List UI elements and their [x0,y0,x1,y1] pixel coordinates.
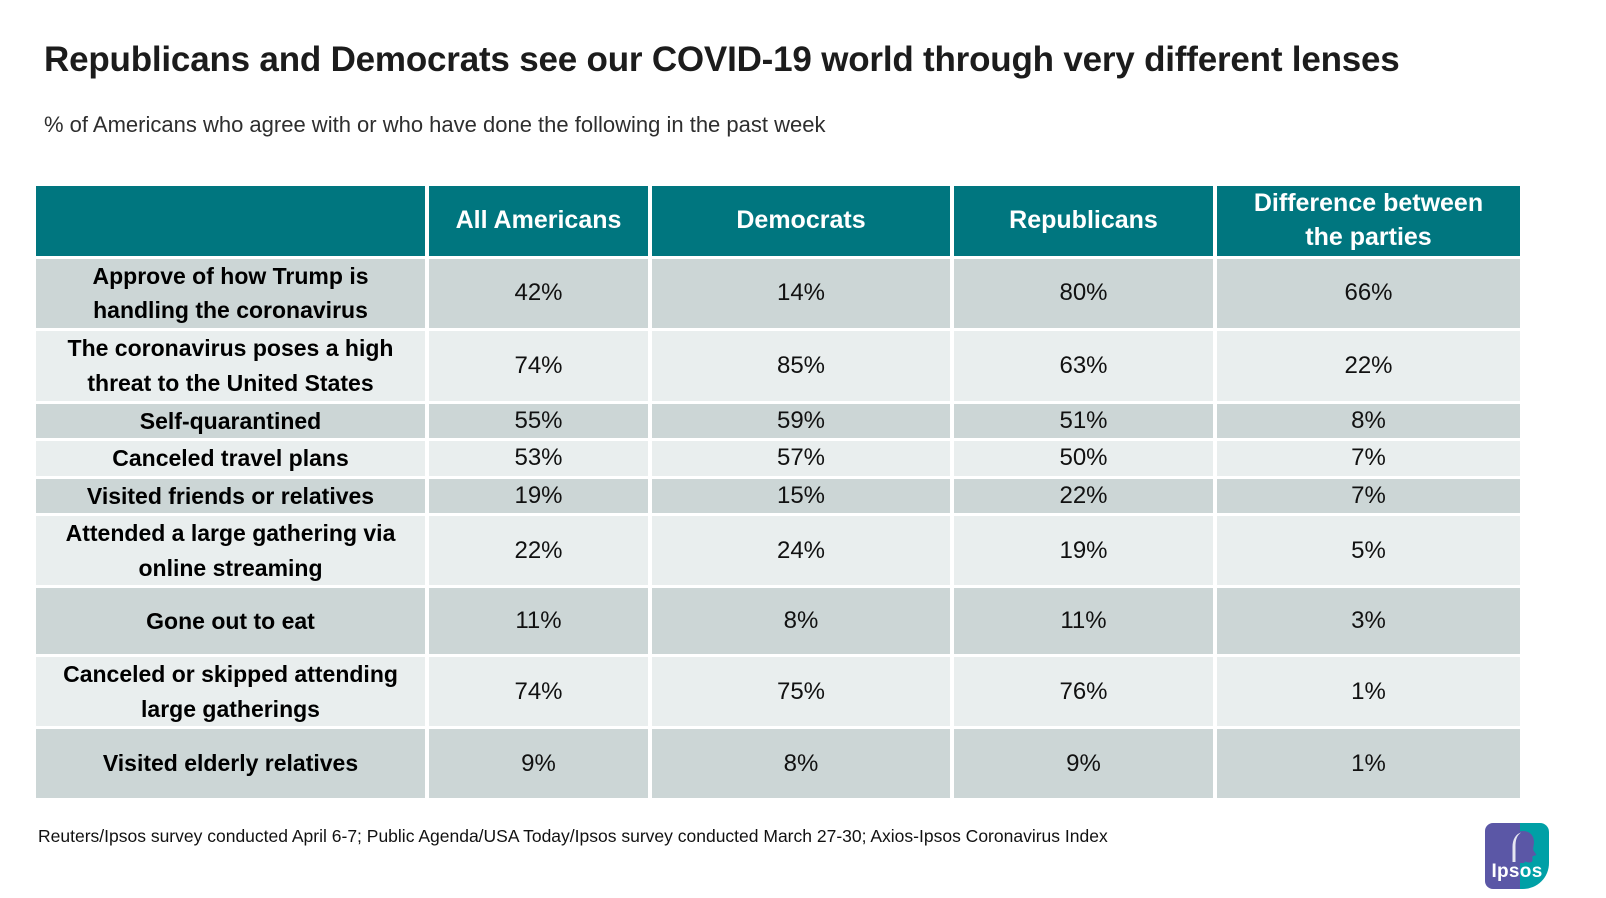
cell-value: 51% [952,402,1217,441]
cell-value: 22% [427,514,652,588]
cell-value: 75% [650,655,954,729]
cell-value: 14% [650,257,954,331]
row-label: The coronavirus poses a high threat to t… [36,329,429,404]
cell-value: 8% [1215,402,1520,441]
face-silhouette-icon [1511,831,1537,863]
header-democrats: Democrats [650,186,954,259]
cell-value: 63% [952,329,1217,404]
row-label: Self-quarantined [36,402,429,441]
cell-value: 8% [650,727,954,801]
page-subtitle: % of Americans who agree with or who hav… [44,112,826,137]
table-row: Canceled or skipped attending large gath… [36,655,1520,729]
cell-value: 5% [1215,514,1520,588]
cell-value: 19% [427,477,652,516]
table-row: Canceled travel plans 53% 57% 50% 7% [36,439,1520,479]
cell-value: 9% [952,727,1217,801]
row-label: Attended a large gathering via online st… [36,514,429,588]
table-row: Visited elderly relatives 9% 8% 9% 1% [36,727,1520,801]
header-republicans: Republicans [952,186,1217,259]
cell-value: 1% [1215,727,1520,801]
table-row: Attended a large gathering via online st… [36,514,1520,588]
cell-value: 57% [650,439,954,479]
cell-value: 53% [427,439,652,479]
row-label: Approve of how Trump is handling the cor… [36,257,429,331]
cell-value: 9% [427,727,652,801]
ipsos-logo: Ipsos [1485,823,1549,889]
row-label: Canceled travel plans [36,439,429,479]
cell-value: 7% [1215,439,1520,479]
cell-value: 59% [650,402,954,441]
table-row: Self-quarantined 55% 59% 51% 8% [36,402,1520,441]
row-label: Visited elderly relatives [36,727,429,801]
cell-value: 42% [427,257,652,331]
table-row: The coronavirus poses a high threat to t… [36,329,1520,404]
cell-value: 66% [1215,257,1520,331]
row-label: Canceled or skipped attending large gath… [36,655,429,729]
header-all-americans: All Americans [427,186,652,259]
cell-value: 11% [952,586,1217,657]
cell-value: 3% [1215,586,1520,657]
header-difference-label: Difference between the parties [1253,189,1484,251]
table-row: Approve of how Trump is handling the cor… [36,257,1520,331]
cell-value: 7% [1215,477,1520,516]
cell-value: 22% [1215,329,1520,404]
cell-value: 24% [650,514,954,588]
table-header-row: All Americans Democrats Republicans Diff… [36,186,1520,259]
cell-value: 76% [952,655,1217,729]
source-note: Reuters/Ipsos survey conducted April 6-7… [38,826,1108,846]
cell-value: 74% [427,329,652,404]
page-title: Republicans and Democrats see our COVID-… [44,40,1400,79]
table-row: Gone out to eat 11% 8% 11% 3% [36,586,1520,657]
cell-value: 85% [650,329,954,404]
ipsos-wordmark: Ipsos [1491,861,1543,882]
survey-table: All Americans Democrats Republicans Diff… [36,186,1520,801]
cell-value: 15% [650,477,954,516]
cell-value: 22% [952,477,1217,516]
cell-value: 50% [952,439,1217,479]
header-blank [36,186,429,259]
cell-value: 19% [952,514,1217,588]
cell-value: 8% [650,586,954,657]
cell-value: 1% [1215,655,1520,729]
cell-value: 74% [427,655,652,729]
row-label: Visited friends or relatives [36,477,429,516]
cell-value: 55% [427,402,652,441]
cell-value: 80% [952,257,1217,331]
table-row: Visited friends or relatives 19% 15% 22%… [36,477,1520,516]
row-label: Gone out to eat [36,586,429,657]
cell-value: 11% [427,586,652,657]
header-difference: Difference between the parties [1215,186,1520,259]
